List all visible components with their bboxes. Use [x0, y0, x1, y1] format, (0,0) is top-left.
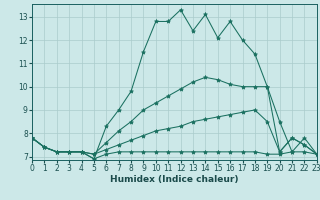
X-axis label: Humidex (Indice chaleur): Humidex (Indice chaleur): [110, 175, 239, 184]
